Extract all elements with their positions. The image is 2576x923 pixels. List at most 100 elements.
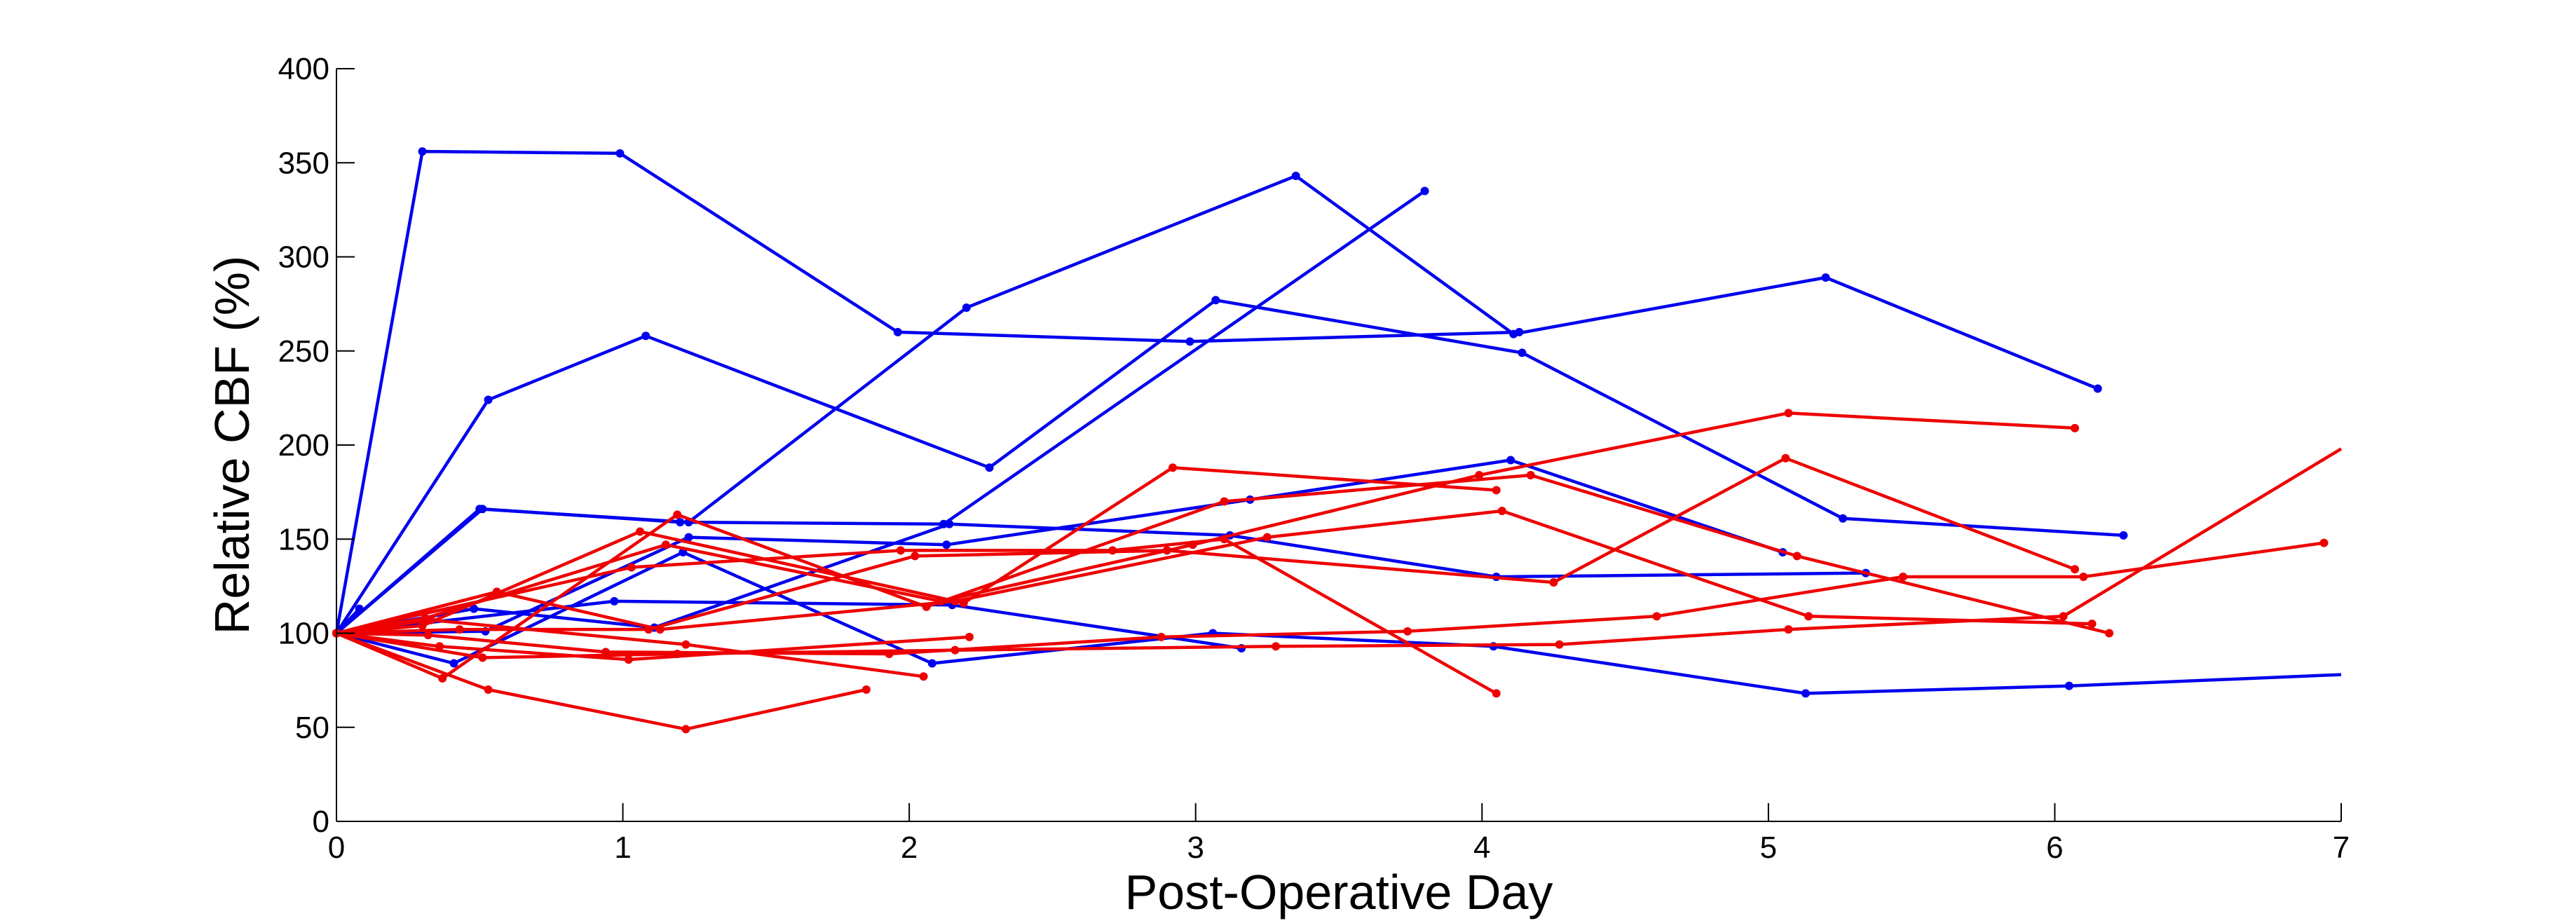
series-line <box>336 599 1242 650</box>
series-red-15 <box>332 453 2080 638</box>
axes: 0 1 2 3 4 5 6 7 0 50 100 150 200 250 300 350 400 <box>278 52 2350 865</box>
data-point <box>1506 456 1515 465</box>
x-tick-label: 3 <box>1187 830 1204 865</box>
series-blue-5 <box>332 456 1787 638</box>
series-line <box>334 149 1520 634</box>
series-layer <box>332 147 2343 734</box>
data-point <box>2079 572 2088 581</box>
data-point <box>1898 572 1907 581</box>
series-red-14 <box>332 470 2114 683</box>
x-tick-label: 2 <box>901 830 918 865</box>
series-blue-3 <box>332 296 2128 638</box>
x-tick-label: 6 <box>2046 830 2063 865</box>
data-point <box>438 674 447 683</box>
data-point <box>1555 640 1564 649</box>
data-point <box>1492 486 1501 495</box>
data-point <box>610 596 619 606</box>
series-blue-4 <box>332 172 2102 638</box>
data-point <box>2119 531 2128 540</box>
data-point <box>2071 565 2080 574</box>
data-point <box>2319 538 2329 547</box>
x-tick-label: 7 <box>2333 830 2350 865</box>
x-tick-label: 1 <box>614 830 631 865</box>
data-point <box>423 631 432 640</box>
data-point <box>1801 689 1810 698</box>
data-point <box>2093 384 2102 393</box>
data-point <box>911 552 920 561</box>
data-point <box>1839 514 1848 523</box>
y-tick-label: 200 <box>278 428 329 463</box>
data-point <box>478 653 487 662</box>
data-point <box>1518 348 1527 357</box>
data-point <box>2087 620 2097 629</box>
data-point <box>615 149 625 158</box>
data-point <box>627 563 636 572</box>
series-blue-6 <box>332 186 1429 638</box>
data-point <box>2071 423 2080 432</box>
data-point <box>492 587 501 596</box>
y-tick-label: 50 <box>295 711 329 745</box>
x-tick-label: 0 <box>328 830 345 865</box>
y-axis-label: Relative CBF (%) <box>205 256 259 635</box>
data-point <box>1526 470 1535 479</box>
data-point <box>418 621 427 630</box>
data-point <box>893 327 902 336</box>
data-point <box>1821 273 1830 282</box>
data-point <box>636 527 645 536</box>
data-point <box>673 510 682 519</box>
data-point <box>1475 470 1484 479</box>
data-point <box>1784 625 1793 634</box>
data-point <box>985 463 994 472</box>
series-line <box>336 456 2076 635</box>
series-line <box>336 631 970 662</box>
data-point <box>418 147 427 156</box>
x-axis-label: Post-Operative Day <box>1125 865 1553 919</box>
data-point <box>1403 627 1412 636</box>
y-tick-label: 100 <box>278 617 329 651</box>
data-point <box>1272 642 1281 651</box>
data-point <box>1784 409 1793 418</box>
data-point <box>1549 578 1558 587</box>
y-tick-label: 300 <box>278 240 329 275</box>
data-point <box>478 505 487 514</box>
y-tick-label: 250 <box>278 334 329 369</box>
data-point <box>1652 612 1661 621</box>
data-point <box>1792 552 1801 561</box>
data-point <box>2064 681 2073 690</box>
data-point <box>861 685 871 695</box>
data-point <box>1262 533 1272 542</box>
data-point <box>950 645 960 655</box>
y-tick-label: 350 <box>278 146 329 180</box>
x-tick-label: 4 <box>1473 830 1490 865</box>
data-point <box>641 331 650 341</box>
data-point <box>484 685 493 695</box>
x-tick-label: 5 <box>1760 830 1777 865</box>
data-point <box>962 303 971 312</box>
data-point <box>1804 612 1813 621</box>
series-line <box>336 538 1497 695</box>
series-line <box>336 411 2076 635</box>
data-point <box>661 540 670 549</box>
data-point <box>896 546 905 555</box>
series-line <box>336 473 2110 681</box>
y-tick-label: 150 <box>278 522 329 556</box>
data-point <box>1211 296 1220 305</box>
data-point <box>1492 689 1501 698</box>
data-point <box>942 540 951 549</box>
data-point <box>1185 337 1194 346</box>
data-point <box>965 632 974 641</box>
data-point <box>426 615 435 624</box>
data-point <box>919 672 928 681</box>
data-point <box>644 625 653 634</box>
y-tick-label: 400 <box>278 52 329 86</box>
series-red-17 <box>332 447 2343 662</box>
data-point <box>1162 546 1171 555</box>
data-point <box>927 659 936 668</box>
series-line <box>336 618 924 678</box>
data-point <box>1497 506 1506 515</box>
data-point <box>1157 632 1166 641</box>
data-point <box>624 655 633 664</box>
data-point <box>1509 329 1518 339</box>
data-point <box>1220 497 1229 506</box>
data-point <box>945 519 954 528</box>
